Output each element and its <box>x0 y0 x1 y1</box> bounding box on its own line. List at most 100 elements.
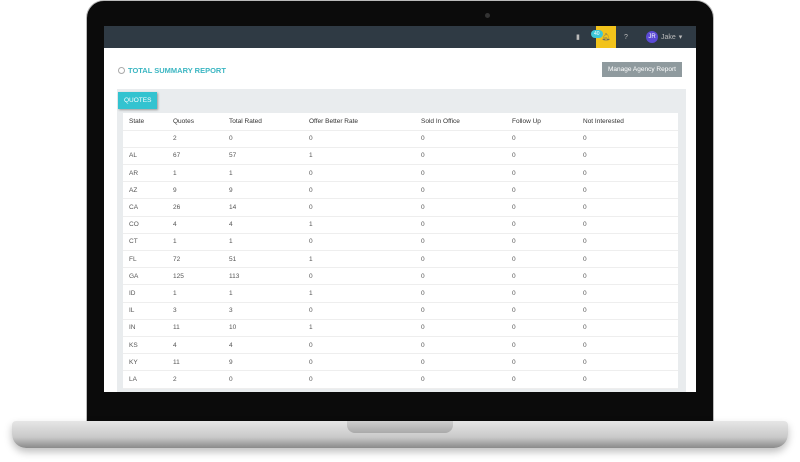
table-cell: 0 <box>577 130 678 148</box>
table-cell: 0 <box>303 336 415 355</box>
table-cell: 72 <box>167 250 223 269</box>
table-cell: 0 <box>303 181 415 200</box>
table-cell: 51 <box>223 250 303 269</box>
table-cell: 0 <box>303 353 415 372</box>
table-cell: 125 <box>167 267 223 286</box>
table-cell: 0 <box>577 319 678 337</box>
column-header: Total Rated <box>223 113 303 131</box>
table-cell: 0 <box>506 216 577 234</box>
table-cell: IL <box>123 302 167 320</box>
chevron-down-icon: ▾ <box>678 34 683 41</box>
table-cell: 0 <box>506 147 577 166</box>
table-row: ID 1 1 1 0 0 0 <box>123 284 678 303</box>
column-header: Offer Better Rate <box>303 113 415 131</box>
table-cell: 0 <box>223 370 303 389</box>
column-header: Sold In Office <box>415 113 506 131</box>
table-cell: KS <box>123 336 167 355</box>
notification-badge: 40 <box>591 30 603 38</box>
table-cell: 1 <box>303 147 415 166</box>
table-cell: 0 <box>303 130 415 148</box>
user-menu[interactable]: JR Jake ▾ <box>646 26 682 48</box>
notifications-button[interactable]: 40 🔔︎ <box>591 26 616 48</box>
table-cell: 0 <box>415 164 506 183</box>
table-cell: 0 <box>415 267 506 286</box>
table-cell: 0 <box>577 216 678 234</box>
table-cell: 0 <box>415 198 506 217</box>
table-cell: IN <box>123 319 167 337</box>
table-cell: 0 <box>303 302 415 320</box>
table-cell: 0 <box>506 164 577 183</box>
table-cell: 0 <box>577 267 678 286</box>
table-cell: 0 <box>415 130 506 148</box>
table-cell: 0 <box>506 336 577 355</box>
table-row: KY 11 9 0 0 0 0 <box>123 353 678 372</box>
table-cell: 0 <box>415 353 506 372</box>
table-cell: 0 <box>303 198 415 217</box>
table-cell: 11 <box>167 319 223 337</box>
table-cell: 57 <box>223 147 303 166</box>
table-cell: 0 <box>415 147 506 166</box>
table-cell: 113 <box>223 267 303 286</box>
table-cell: 4 <box>223 336 303 355</box>
table-row: CT 1 1 0 0 0 0 <box>123 233 678 252</box>
table-cell: 67 <box>167 147 223 166</box>
table-cell: 0 <box>506 319 577 337</box>
table-cell: 14 <box>223 198 303 217</box>
table-cell: 0 <box>506 198 577 217</box>
table-cell: 1 <box>167 233 223 252</box>
table-header: State Quotes Total Rated Offer Better Rate S… <box>123 113 678 131</box>
table-row: AZ 9 9 0 0 0 0 <box>123 181 678 200</box>
table-cell: 3 <box>223 302 303 320</box>
summary-table: State Quotes Total Rated Offer Better Rate S… <box>123 113 678 389</box>
table-cell: 4 <box>223 216 303 234</box>
table-cell: 0 <box>506 181 577 200</box>
table-cell: AL <box>123 147 167 166</box>
top-bar: ▮ 40 🔔︎ ? JR Jake ▾ <box>104 26 696 48</box>
table-row: CO 4 4 1 0 0 0 <box>123 216 678 234</box>
table-cell: 0 <box>577 181 678 200</box>
table-cell: 2 <box>167 130 223 148</box>
table-cell: 0 <box>506 250 577 269</box>
table-cell: 0 <box>577 370 678 389</box>
table-cell: ID <box>123 284 167 303</box>
table-cell: 1 <box>223 233 303 252</box>
table-row: CA 26 14 0 0 0 0 <box>123 198 678 217</box>
table-cell: 0 <box>415 336 506 355</box>
table-cell: CT <box>123 233 167 252</box>
table-cell: 0 <box>506 267 577 286</box>
column-header: State <box>123 113 167 131</box>
table-cell: 4 <box>167 216 223 234</box>
table-cell: 0 <box>415 250 506 269</box>
book-icon[interactable]: ▮ <box>576 34 580 41</box>
table-cell: CO <box>123 216 167 234</box>
table-cell: 11 <box>167 353 223 372</box>
page-title-text: TOTAL SUMMARY REPORT <box>128 66 226 75</box>
table-row: IL 3 3 0 0 0 0 <box>123 302 678 320</box>
table-cell: 0 <box>415 216 506 234</box>
table-cell: GA <box>123 267 167 286</box>
table-cell: 0 <box>506 233 577 252</box>
table-cell: 2 <box>167 370 223 389</box>
tab-quotes[interactable]: QUOTES <box>118 92 158 109</box>
table-cell: 0 <box>577 198 678 217</box>
table-cell: 1 <box>303 284 415 303</box>
page-title: TOTAL SUMMARY REPORT <box>118 66 226 75</box>
table-row: IN 11 10 1 0 0 0 <box>123 319 678 337</box>
laptop-notch <box>347 421 453 433</box>
table-cell: 0 <box>577 250 678 269</box>
table-cell: 9 <box>223 353 303 372</box>
table-row: AR 1 1 0 0 0 0 <box>123 164 678 183</box>
help-icon[interactable]: ? <box>624 33 628 41</box>
table-row: LA 2 0 0 0 0 0 <box>123 370 678 389</box>
table-cell: KY <box>123 353 167 372</box>
camera <box>485 13 490 18</box>
table-cell: 0 <box>506 353 577 372</box>
table-cell: 0 <box>415 181 506 200</box>
table-cell: 9 <box>167 181 223 200</box>
table-cell: 0 <box>303 370 415 389</box>
table-cell: 0 <box>415 302 506 320</box>
manage-agency-report-button[interactable]: Manage Agency Report <box>602 62 682 77</box>
table-cell: 0 <box>415 370 506 389</box>
table-cell: 1 <box>303 216 415 234</box>
table-cell <box>123 130 167 148</box>
